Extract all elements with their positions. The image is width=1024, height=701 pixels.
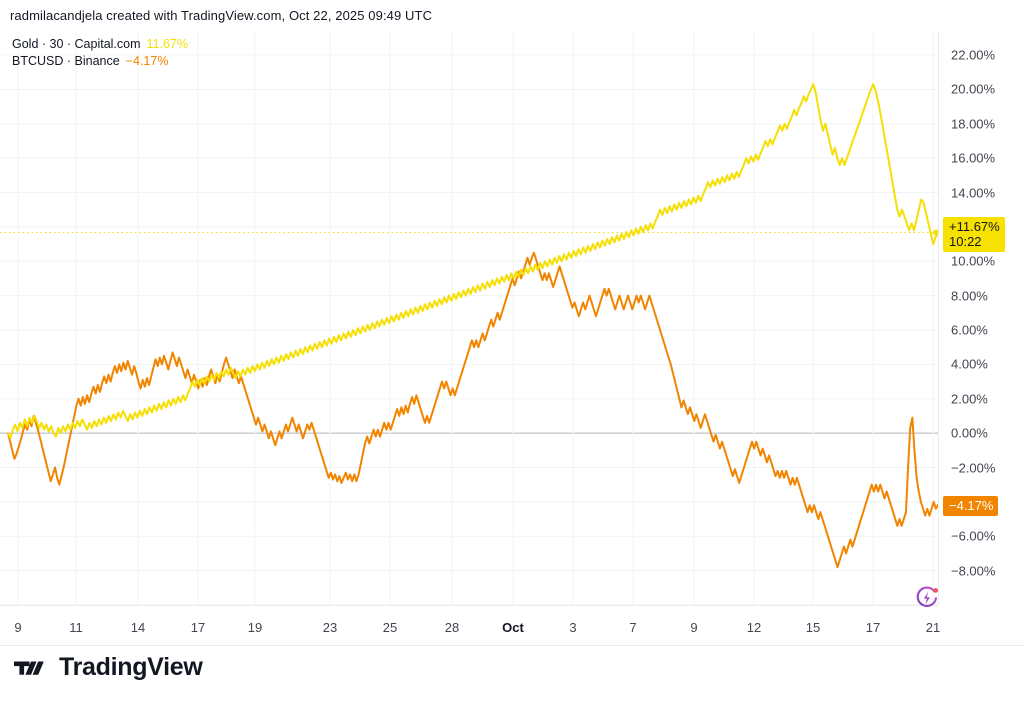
time-tick-label: 9 xyxy=(14,620,22,635)
gold-badge-value: +11.67% xyxy=(949,218,1000,234)
lightning-bolt-icon[interactable] xyxy=(912,583,942,613)
price-tick-label: 22.00% xyxy=(951,47,996,63)
price-tick-label: −6.00% xyxy=(951,528,996,544)
legend-value-btcusd: −4.17% xyxy=(125,54,169,68)
legend-value-gold: 11.67% xyxy=(146,37,188,51)
time-tick-label: 23 xyxy=(322,620,338,635)
price-tick-label: 18.00% xyxy=(951,116,996,132)
legend-label-btcusd: BTCUSD · Binance xyxy=(12,54,120,68)
time-scale[interactable]: 9 11 14 17 19 23 25 28 Oct 3 7 9 12 15 17 21 xyxy=(0,605,941,645)
legend-item-btcusd[interactable]: BTCUSD · Binance −4.17% xyxy=(12,53,188,70)
tradingview-logo[interactable]: TradingView xyxy=(14,655,203,680)
price-tick-label: 0.00% xyxy=(951,425,988,441)
time-tick-label: Oct xyxy=(502,620,524,635)
price-tick-label: 8.00% xyxy=(951,288,988,304)
gold-badge-time: 10:22 xyxy=(949,233,982,249)
legend-item-gold[interactable]: Gold · 30 · Capital.com 11.67% xyxy=(12,36,188,53)
price-scale[interactable]: 22.00%20.00%18.00%16.00%14.00%12.00%10.0… xyxy=(938,32,1024,605)
legend-label-gold: Gold · 30 · Capital.com xyxy=(12,37,141,51)
price-tick-label: 10.00% xyxy=(951,253,996,269)
price-tick-label: 20.00% xyxy=(951,81,996,97)
price-tick-label: −8.00% xyxy=(951,563,996,579)
time-tick-label: 28 xyxy=(444,620,460,635)
time-tick-label: 14 xyxy=(130,620,146,635)
price-tick-label: 14.00% xyxy=(951,185,996,200)
gold-price-badge[interactable]: +11.67% 10:22 xyxy=(943,216,1005,252)
chart-legend: Gold · 30 · Capital.com 11.67% BTCUSD · B… xyxy=(12,36,188,70)
time-tick-label: 12 xyxy=(746,620,762,635)
time-tick-label: 21 xyxy=(925,620,941,635)
attribution-text: radmilacandjela created with TradingView… xyxy=(10,8,433,23)
price-tick-label: 2.00% xyxy=(951,391,988,407)
time-tick-label: 3 xyxy=(569,620,577,635)
time-tick-label: 15 xyxy=(805,620,821,635)
tradingview-logo-icon xyxy=(14,661,44,675)
time-tick-label: 11 xyxy=(69,620,83,635)
tradingview-wordmark: TradingView xyxy=(59,653,203,681)
chart-plot-area[interactable] xyxy=(0,32,938,605)
time-tick-label: 17 xyxy=(865,620,881,635)
time-tick-label: 25 xyxy=(382,620,398,635)
time-tick-label: 19 xyxy=(247,620,263,635)
time-tick-label: 17 xyxy=(190,620,206,635)
price-series-svg xyxy=(0,32,938,605)
price-tick-label: 16.00% xyxy=(951,150,996,166)
btcusd-price-badge[interactable]: −4.17% xyxy=(943,495,999,516)
price-tick-label: 6.00% xyxy=(951,322,988,338)
time-tick-label: 7 xyxy=(629,620,637,635)
price-tick-label: 4.00% xyxy=(951,356,988,372)
time-tick-label: 9 xyxy=(690,620,698,635)
price-tick-label: −2.00% xyxy=(951,460,996,475)
time-scale-divider xyxy=(0,645,1024,646)
